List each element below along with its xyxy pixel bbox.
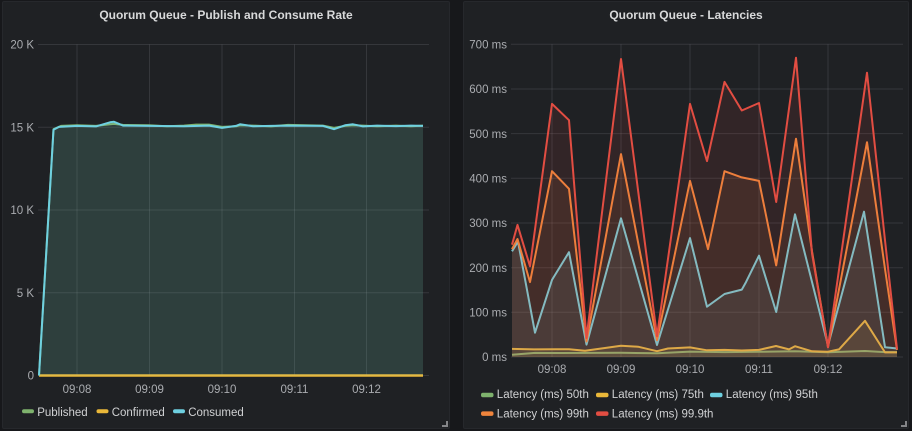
svg-text:Latency (ms) 95th: Latency (ms) 95th — [726, 389, 818, 401]
svg-text:Consumed: Consumed — [188, 407, 244, 419]
svg-text:0: 0 — [28, 371, 34, 383]
svg-text:300 ms: 300 ms — [469, 218, 507, 230]
svg-text:400 ms: 400 ms — [469, 174, 507, 186]
svg-text:09:11: 09:11 — [281, 384, 309, 396]
svg-text:700 ms: 700 ms — [469, 40, 507, 52]
svg-text:Latency (ms) 99.9th: Latency (ms) 99.9th — [612, 409, 714, 421]
svg-text:09:12: 09:12 — [352, 384, 381, 396]
svg-text:5 K: 5 K — [17, 288, 35, 300]
svg-text:200 ms: 200 ms — [469, 263, 507, 275]
svg-text:600 ms: 600 ms — [469, 84, 507, 96]
svg-text:100 ms: 100 ms — [469, 308, 507, 320]
svg-text:09:09: 09:09 — [607, 364, 636, 376]
svg-text:10 K: 10 K — [10, 205, 34, 217]
svg-text:09:08: 09:08 — [538, 364, 567, 376]
svg-text:Published: Published — [37, 407, 88, 419]
svg-text:20 K: 20 K — [10, 40, 34, 52]
svg-text:09:12: 09:12 — [814, 364, 843, 376]
svg-text:0 ms: 0 ms — [482, 352, 507, 364]
svg-text:Latency (ms) 50th: Latency (ms) 50th — [497, 389, 589, 401]
svg-text:09:10: 09:10 — [208, 384, 237, 396]
svg-text:09:10: 09:10 — [676, 364, 705, 376]
svg-text:500 ms: 500 ms — [469, 129, 507, 141]
svg-text:09:08: 09:08 — [63, 384, 92, 396]
svg-text:Latency (ms) 99th: Latency (ms) 99th — [497, 409, 589, 421]
svg-text:15 K: 15 K — [10, 122, 34, 134]
svg-text:09:11: 09:11 — [745, 364, 773, 376]
svg-text:Latency (ms) 75th: Latency (ms) 75th — [612, 389, 704, 401]
svg-text:Confirmed: Confirmed — [112, 407, 165, 419]
svg-text:09:09: 09:09 — [135, 384, 164, 396]
